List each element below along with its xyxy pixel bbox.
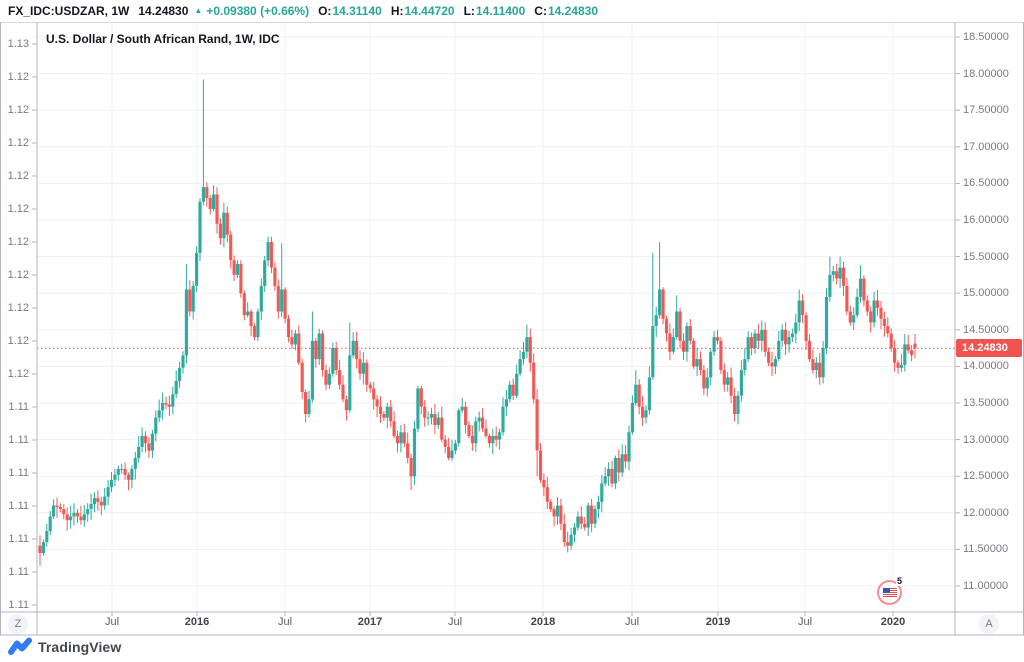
right-axis-label: 15.50000 (963, 250, 1009, 263)
low-value: 14.11400 (475, 4, 526, 18)
chart-legend-title[interactable]: U.S. Dollar / South African Rand, 1W, ID… (46, 32, 280, 46)
time-axis-label: 2017 (357, 616, 383, 628)
left-axis-label: 1.12 (7, 269, 29, 281)
time-axis-label: 2019 (705, 616, 731, 628)
left-axis-label: 1.12 (7, 104, 29, 116)
left-axis-label: 1.12 (7, 71, 29, 83)
right-axis-label: 15.00000 (963, 287, 1009, 300)
time-axis-label: Jul (447, 616, 463, 628)
right-axis-label: 12.00000 (963, 506, 1009, 519)
left-axis-label: 1.12 (7, 368, 29, 380)
left-axis-label: 1.11 (8, 533, 29, 545)
open-value: 14.31140 (332, 4, 382, 18)
left-scale-mode-button[interactable]: Z (8, 614, 28, 634)
left-axis-label: 1.11 (8, 500, 29, 512)
grid-lines (37, 22, 955, 612)
time-axis-label: Jul (277, 616, 293, 628)
time-axis-label: 2020 (880, 616, 906, 628)
tradingview-logo-icon (8, 637, 32, 655)
right-axis-label: 17.50000 (963, 104, 1009, 117)
right-axis-label: 11.00000 (963, 580, 1009, 592)
right-axis-label: 14.00000 (963, 360, 1009, 373)
left-axis-label: 1.11 (8, 566, 29, 578)
right-axis-label: 17.00000 (963, 140, 1009, 153)
up-triangle-icon: ▲ (194, 5, 203, 15)
left-axis-label: 1.12 (7, 170, 29, 182)
left-axis-label: 1.12 (7, 203, 29, 215)
event-ring (877, 580, 902, 605)
us-flag-canton (883, 588, 890, 593)
time-axis-label: 2016 (184, 616, 210, 628)
tradingview-attribution[interactable]: TradingView (8, 637, 121, 657)
economic-events-marker[interactable]: 5 (877, 576, 903, 605)
right-axis-label: 18.00000 (963, 67, 1009, 80)
last-price-value: 14.24830 (138, 4, 189, 18)
time-axis-label: 2018 (530, 616, 556, 628)
candlestick-series (38, 79, 917, 566)
left-axis-label: 1.11 (8, 434, 29, 446)
left-axis-label: 1.12 (7, 335, 29, 347)
symbol-title[interactable]: FX_IDC:USDZAR, 1W (8, 4, 130, 18)
price-change: +0.09380 (+0.66%) (206, 4, 310, 18)
right-axis-label: 13.00000 (963, 433, 1009, 446)
right-axis-label: 12.50000 (963, 470, 1009, 483)
time-axis-label: Jul (797, 616, 813, 628)
high-label: H: (390, 4, 404, 18)
brand-name: TradingView (38, 639, 122, 655)
close-value: 14.24830 (547, 4, 599, 18)
right-axis-label: 16.50000 (963, 177, 1009, 190)
left-price-scale[interactable]: 1.13 1.12 1.12 1.12 1.12 1.12 1.12 1.12 1.12 1.12… (0, 22, 37, 612)
last-price-tag: 14.24830 (956, 339, 1022, 357)
right-axis-label: 16.00000 (963, 214, 1009, 226)
us-flag-icon (883, 588, 897, 598)
left-axis-label: 1.11 (8, 599, 29, 611)
left-axis-label: 1.11 (8, 401, 29, 413)
left-axis-label: 1.12 (7, 236, 29, 248)
right-axis-label: 14.50000 (963, 323, 1009, 336)
close-label: C: (534, 4, 547, 18)
left-axis-label: 1.12 (7, 137, 29, 149)
low-label: L: (463, 4, 475, 18)
auto-scale-button[interactable]: A (979, 614, 999, 634)
open-label: O: (318, 4, 332, 18)
left-axis-label: 1.13 (7, 38, 29, 50)
time-axis-label: Jul (624, 616, 640, 628)
event-count-badge: 5 (895, 576, 903, 586)
right-axis-label: 13.50000 (963, 397, 1009, 409)
right-price-scale[interactable]: 18.50000 18.00000 17.50000 17.00000 16.50000… (955, 22, 1024, 612)
left-axis-label: 1.11 (8, 467, 29, 479)
header-bar: FX_IDC:USDZAR, 1W 14.24830 ▲ +0.09380 (+… (0, 0, 1024, 22)
high-value: 14.44720 (404, 4, 455, 18)
time-axis-label: Jul (104, 616, 120, 628)
left-axis-label: 1.12 (7, 302, 29, 314)
right-axis-label: 11.50000 (963, 543, 1009, 556)
time-scale[interactable]: Jul 2016 Jul 2017 Jul 2018 Jul 2019 Jul 2020 (37, 612, 955, 635)
right-axis-label: 18.50000 (963, 31, 1009, 43)
